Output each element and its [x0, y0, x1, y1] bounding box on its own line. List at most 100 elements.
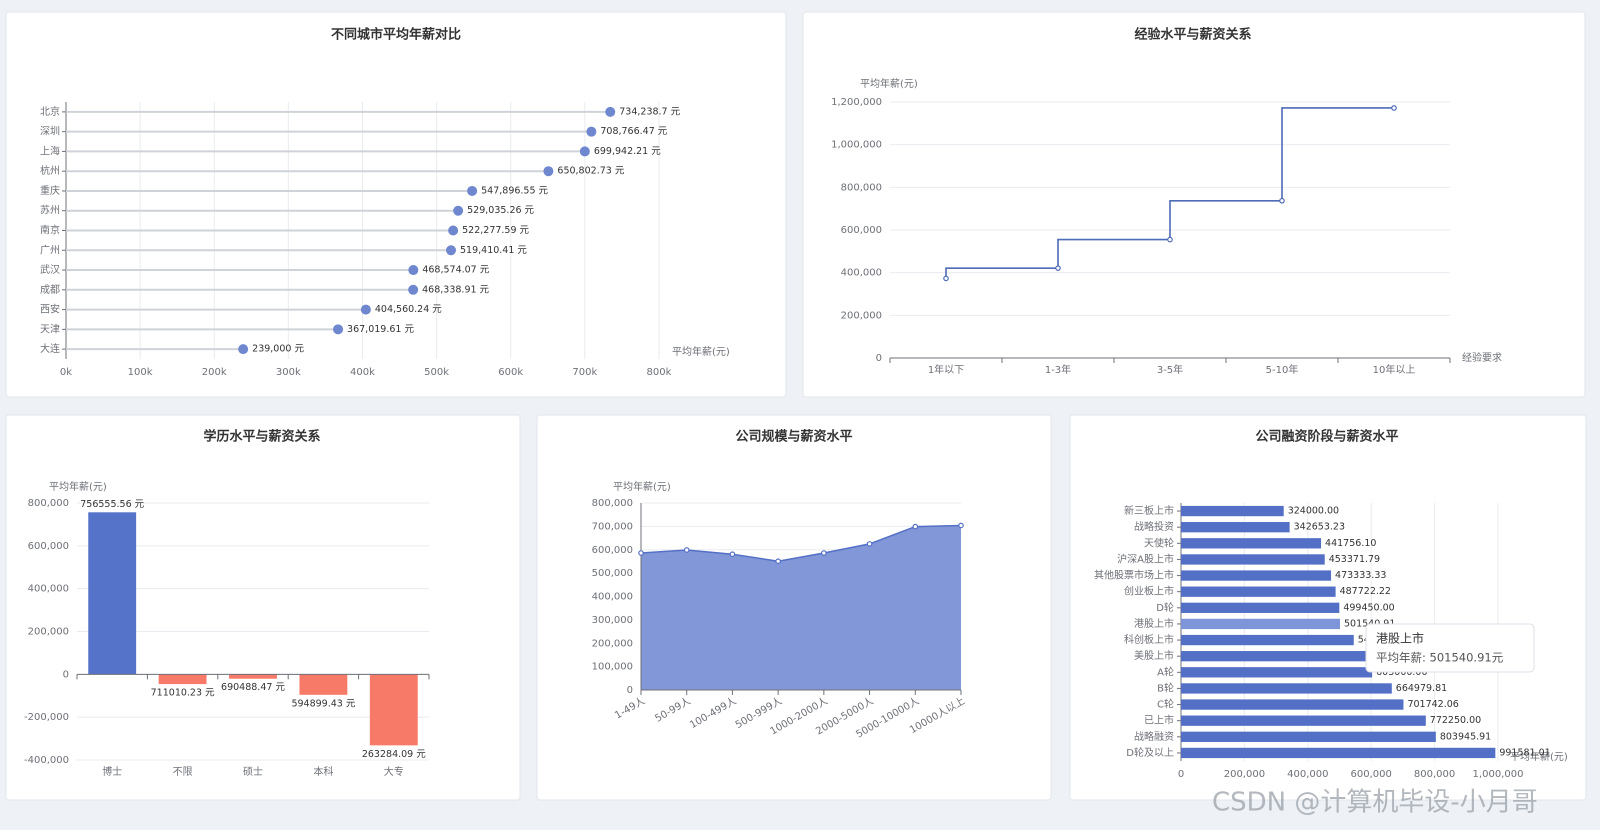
y-tick-label: 战略投资: [1134, 520, 1174, 533]
y-tick-label: 苏州: [40, 204, 60, 217]
point: [775, 558, 781, 565]
point: [912, 523, 919, 530]
bar: [88, 512, 137, 675]
value-label: 803945.91: [1440, 731, 1491, 742]
x-tick-label: 3-5年: [1157, 363, 1183, 376]
y-tick-label: 400,000: [28, 584, 69, 595]
y-tick-label: D轮及以上: [1126, 746, 1174, 759]
value-label: 404,560.24 元: [375, 304, 442, 315]
bar: [1181, 715, 1426, 726]
x-tick-label: 5-10年: [1266, 363, 1299, 376]
y-tick-label: 400,000: [592, 592, 633, 603]
value-label: 734,238.7 元: [619, 106, 680, 117]
bar: [1181, 586, 1336, 597]
value-label: 547,896.55 元: [481, 185, 548, 196]
y-tick-label: 800,000: [28, 498, 69, 509]
value-label: 529,035.26 元: [467, 205, 534, 216]
area-line: [640, 524, 962, 562]
y-axis-name: 平均年薪(元): [49, 480, 107, 493]
value-label: 487722.22: [1340, 586, 1391, 597]
bar: [1181, 651, 1368, 662]
y-tick-label: 上海: [40, 144, 60, 157]
x-axis-name: 平均年薪(元): [1510, 750, 1568, 763]
x-tick-label: 0k: [60, 367, 72, 378]
y-tick-label: 100,000: [592, 662, 633, 673]
y-tick-label: 成都: [40, 284, 60, 296]
x-tick-label: 800,000: [1414, 769, 1455, 780]
bar: [1181, 699, 1404, 710]
y-tick-label: 0: [627, 685, 633, 696]
y-tick-label: 西安: [40, 303, 60, 316]
y-axis-name: 平均年薪(元): [613, 480, 671, 493]
bar: [1181, 505, 1284, 517]
y-tick-label: 200,000: [841, 310, 882, 321]
value-label: 664979.81: [1396, 683, 1447, 694]
value-label: 468,574.07 元: [422, 265, 489, 276]
value-label: 263284.09 元: [362, 749, 426, 760]
point: [683, 547, 690, 553]
panel: [5, 414, 521, 801]
dot: [543, 166, 554, 177]
x-tick-label: 500k: [424, 367, 449, 378]
panel: [802, 11, 1586, 398]
y-tick-label: 杭州: [40, 164, 60, 177]
y-tick-label: 深圳: [40, 126, 60, 138]
dot: [448, 225, 459, 236]
y-tick-label: D轮: [1156, 601, 1174, 614]
y-tick-label: 沪深A股上市: [1117, 552, 1174, 565]
x-tick-label: 1,000,000: [1473, 769, 1524, 780]
panel: [5, 11, 787, 398]
dot: [605, 106, 616, 117]
x-tick-label: 200,000: [1224, 769, 1265, 780]
value-label: 772250.00: [1430, 715, 1481, 726]
dot: [446, 245, 457, 256]
chart-title: 学历水平与薪资关系: [203, 429, 320, 445]
tooltip-text: 平均年薪: 501540.91元: [1376, 650, 1504, 664]
point: [729, 551, 736, 557]
y-tick-label: 800,000: [592, 498, 633, 509]
y-tick-label: 大连: [40, 342, 60, 355]
chart-title: 公司融资阶段与薪资水平: [1255, 429, 1398, 445]
chart-title: 经验水平与薪资关系: [1134, 27, 1251, 43]
y-tick-label: 500,000: [592, 568, 633, 579]
y-tick-label: A轮: [1157, 665, 1174, 678]
value-label: 699,942.21 元: [594, 146, 661, 157]
value-label: 650,802.73 元: [557, 166, 624, 177]
bar: [1181, 683, 1392, 694]
x-tick-label: 0: [1178, 769, 1184, 780]
y-tick-label: 广州: [40, 244, 60, 256]
x-tick-label: 硕士: [243, 765, 263, 778]
value-label: 453371.79: [1329, 554, 1380, 565]
y-tick-label: 600,000: [841, 225, 882, 236]
y-tick-label: 新三板上市: [1124, 504, 1174, 517]
value-label: 342653.23: [1294, 522, 1345, 533]
x-tick-label: 大专: [384, 765, 404, 778]
bar: [1181, 634, 1354, 646]
y-tick-label: 600,000: [592, 545, 633, 556]
y-tick-label: -200,000: [24, 712, 69, 723]
point: [1055, 265, 1061, 271]
y-tick-label: 天津: [40, 323, 60, 335]
y-tick-label: 300,000: [592, 615, 633, 626]
bar: [299, 674, 348, 695]
x-tick-label: 1-3年: [1045, 363, 1071, 376]
tooltip-title: 港股上市: [1376, 630, 1424, 645]
chart-title: 不同城市平均年薪对比: [331, 27, 461, 43]
dot: [333, 324, 344, 335]
bar: [1181, 618, 1340, 630]
step-line: [1169, 199, 1282, 240]
point: [1279, 197, 1285, 204]
y-tick-label: 美股上市: [1134, 649, 1174, 662]
y-tick-label: C轮: [1157, 698, 1174, 711]
x-tick-label: 不限: [173, 766, 193, 778]
y-tick-label: 科创板上市: [1124, 633, 1174, 646]
value-label: 499450.00: [1343, 602, 1394, 613]
y-tick-label: 0: [876, 353, 882, 364]
x-tick-label: 1年以下: [928, 363, 964, 376]
value-label: 522,277.59 元: [462, 225, 529, 236]
dot: [238, 344, 249, 355]
x-tick-label: 400,000: [1287, 769, 1328, 780]
y-tick-label: 创业板上市: [1124, 585, 1174, 598]
x-tick-label: 博士: [102, 765, 122, 778]
